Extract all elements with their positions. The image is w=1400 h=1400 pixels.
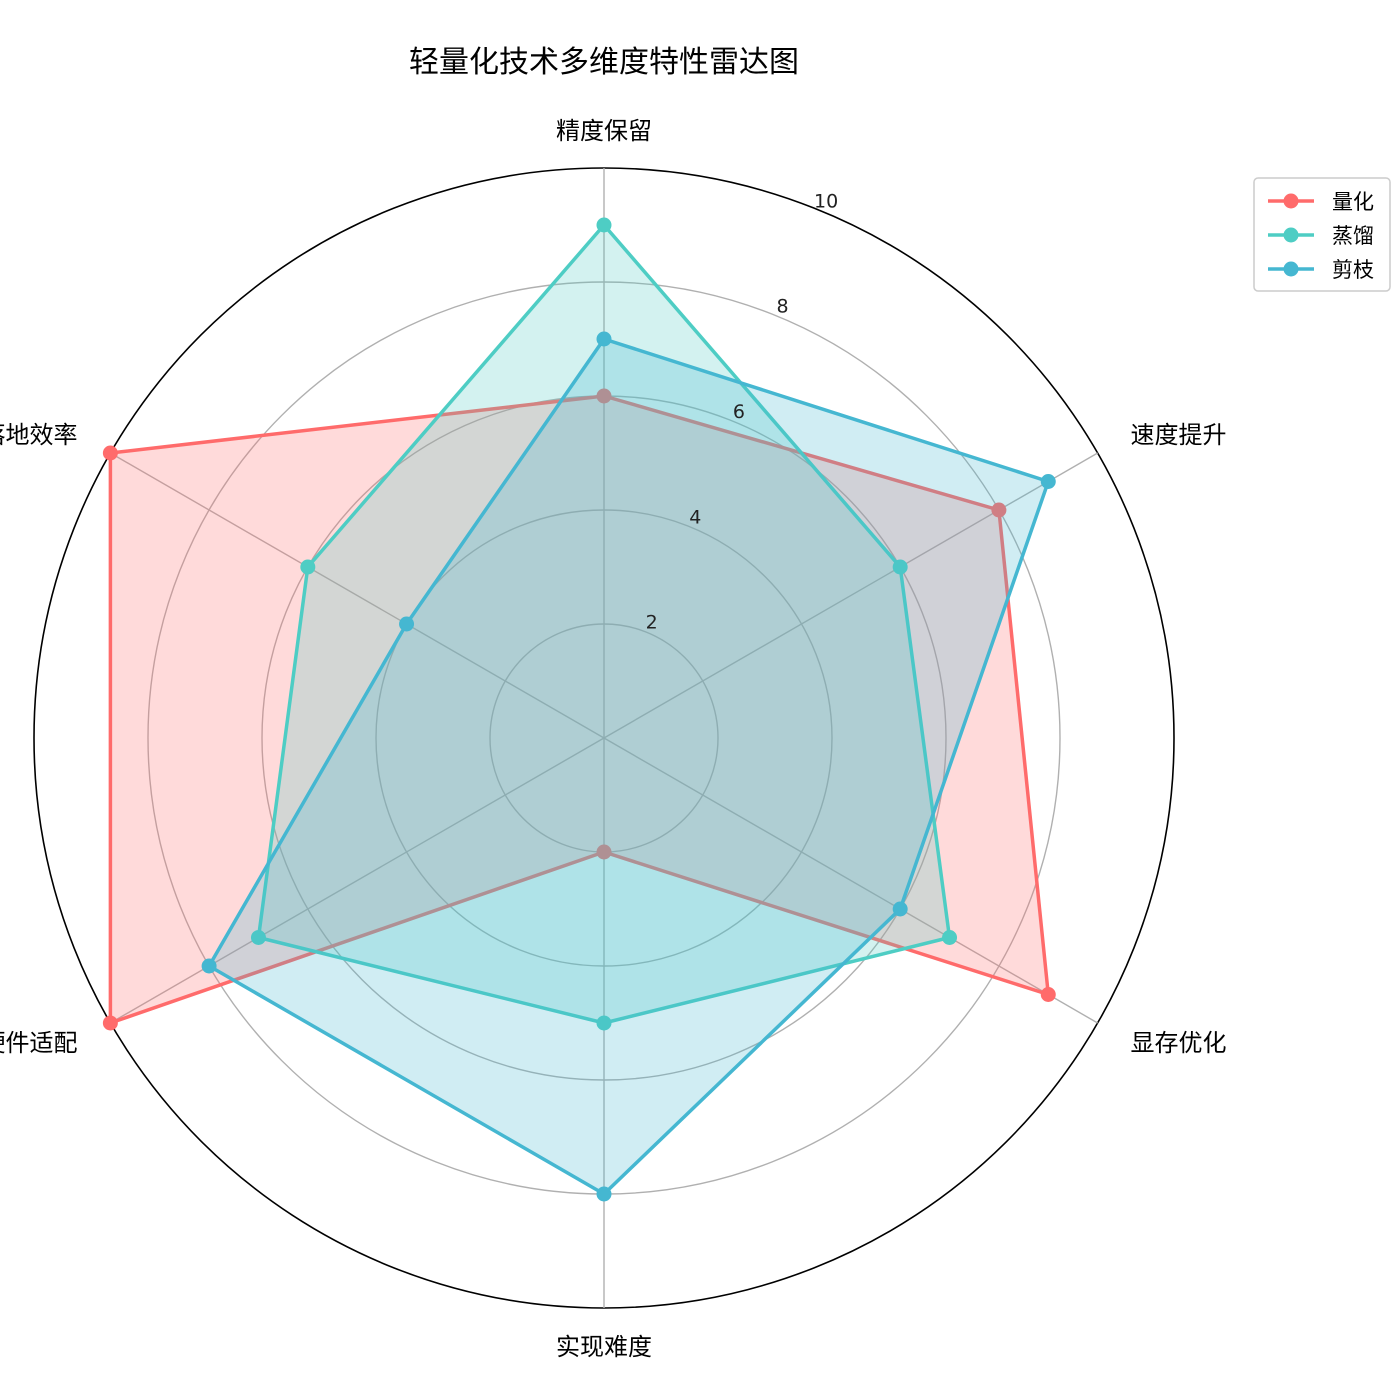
axis-label: 速度提升 [1131,421,1227,449]
data-point [399,616,415,632]
chart-title: 轻量化技术多维度特性雷达图 [409,45,799,80]
data-point [596,331,612,347]
axis-label: 硬件适配 [0,1029,77,1057]
axis-label: 显存优化 [1131,1029,1227,1057]
data-point [102,445,118,461]
data-point [201,958,217,974]
data-point [596,217,612,233]
data-point [300,559,316,575]
data-point [991,502,1007,518]
data-point [1040,474,1056,489]
data-point [892,559,908,575]
data-point [596,1015,612,1031]
radial-tick-labels: 2 4 6 8 10 [646,190,839,633]
series-剪枝 [201,331,1056,1202]
legend-marker [1283,227,1299,243]
data-point [942,930,958,945]
radar-series [102,217,1056,1202]
spoke-line [110,737,605,1024]
axis-label: 实现难度 [556,1333,652,1361]
radial-tick-label: 4 [689,506,701,528]
series-蒸馏 [250,217,958,1031]
legend-marker [1283,261,1299,277]
axis-label: 落地效率 [0,421,77,449]
legend-label: 量化 [1332,190,1374,214]
data-point [102,1015,118,1031]
data-point [1040,987,1056,1002]
series-area [110,396,1049,1023]
radial-tick-label: 10 [814,190,838,212]
data-point [596,844,612,860]
legend-marker [1283,193,1299,209]
series-量化 [102,388,1056,1031]
data-point [596,1186,612,1202]
legend-label: 蒸馏 [1332,224,1374,248]
spoke-line [603,737,1098,1024]
radial-tick-label: 8 [776,296,788,318]
radial-tick-label: 6 [733,401,745,423]
data-point [596,388,612,404]
spoke-line [110,452,605,739]
data-point [250,930,266,945]
series-area [209,339,1049,1194]
spoke-line [603,452,1098,739]
radial-tick-label: 2 [646,612,658,634]
data-point [892,901,908,917]
axis-label: 精度保留 [556,117,652,145]
legend-label: 剪枝 [1332,258,1374,282]
